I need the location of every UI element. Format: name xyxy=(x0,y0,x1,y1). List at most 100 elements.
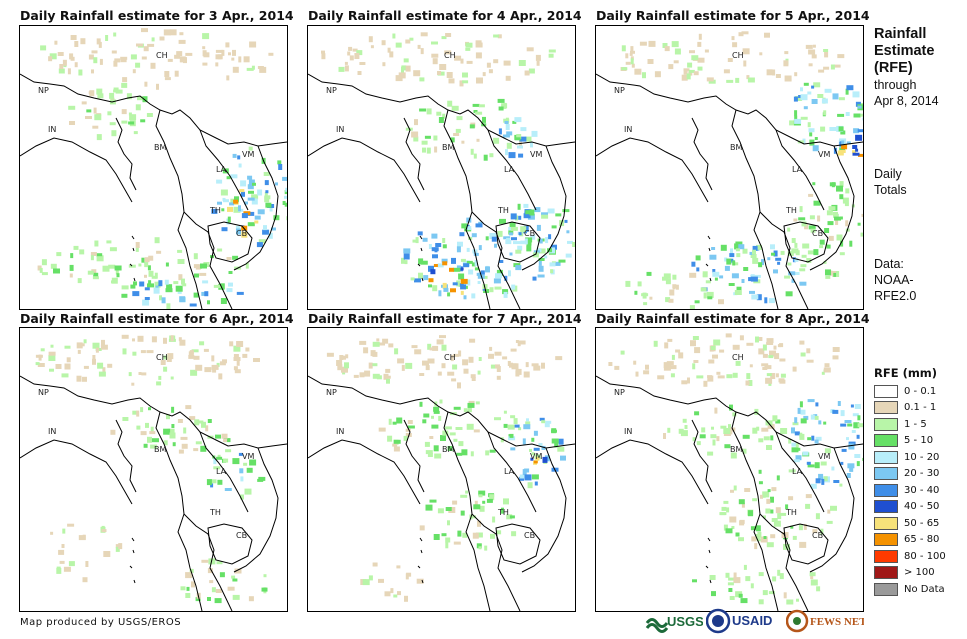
data-label: Data: xyxy=(874,257,904,271)
legend-swatch xyxy=(874,483,898,497)
legend-swatch xyxy=(874,401,898,415)
usgs-logo-graphic: USGS xyxy=(645,614,703,633)
country-label-in: IN xyxy=(336,125,344,134)
legend-label: > 100 xyxy=(904,567,935,579)
panel-title-3apr: Daily Rainfall estimate for 3 Apr., 2014 xyxy=(20,8,294,23)
country-label-np: NP xyxy=(38,388,49,397)
country-label-ch: CH xyxy=(156,353,168,362)
country-label-th: TH xyxy=(785,508,797,517)
rainfall-field xyxy=(37,28,287,309)
legend-label: 80 - 100 xyxy=(904,550,946,562)
legend-item: 0.1 - 1 xyxy=(874,400,964,417)
source-line1: NOAA- xyxy=(874,273,914,287)
rainfall-field xyxy=(321,32,575,300)
country-label-vm: VM xyxy=(242,150,254,159)
country-label-bm: BM xyxy=(154,143,166,152)
country-borders xyxy=(596,73,863,309)
country-label-cb: CB xyxy=(236,531,247,540)
legend-label: 0 - 0.1 xyxy=(904,385,937,397)
legend-swatch xyxy=(874,384,898,398)
country-label-ch: CH xyxy=(156,51,168,60)
title-line3: (RFE) xyxy=(874,60,913,76)
country-label-ch: CH xyxy=(732,51,744,60)
legend-swatch xyxy=(874,549,898,563)
country-label-la: LA xyxy=(504,467,515,476)
country-label-np: NP xyxy=(614,388,625,397)
country-label-bm: BM xyxy=(442,445,454,454)
legend-swatch xyxy=(874,417,898,431)
legend-swatch xyxy=(874,467,898,481)
country-label-in: IN xyxy=(624,427,632,436)
legend-item: 30 - 40 xyxy=(874,482,964,499)
legend-item: 80 - 100 xyxy=(874,548,964,565)
country-label-vm: VM xyxy=(530,452,542,461)
title-line1: Rainfall xyxy=(874,26,927,42)
country-label-ch: CH xyxy=(444,353,456,362)
totals-label: Totals xyxy=(874,183,907,197)
country-borders xyxy=(308,73,575,309)
panel-title-7apr: Daily Rainfall estimate for 7 Apr., 2014 xyxy=(308,311,582,326)
country-borders xyxy=(20,375,287,611)
rainfall-map-3apr: CH NP IN BM LA VM TH CB xyxy=(19,25,288,310)
legend-label: 30 - 40 xyxy=(904,484,940,496)
legend: RFE (mm) 0 - 0.1 0.1 - 1 1 - 5 5 - 10 10 - 2… xyxy=(874,366,964,598)
legend-swatch xyxy=(874,450,898,464)
through-date: Apr 8, 2014 xyxy=(874,94,939,108)
country-label-ch: CH xyxy=(732,353,744,362)
country-borders xyxy=(20,73,287,309)
rainfall-map-5apr: CH NP IN BM LA VM TH CB xyxy=(595,25,864,310)
legend-label: 5 - 10 xyxy=(904,435,934,447)
legend-item: 1 - 5 xyxy=(874,416,964,433)
legend-label: 10 - 20 xyxy=(904,451,940,463)
country-label-in: IN xyxy=(48,125,56,134)
country-label-np: NP xyxy=(38,86,49,95)
legend-label: 1 - 5 xyxy=(904,418,927,430)
legend-swatch xyxy=(874,500,898,514)
rainfall-map-4apr: CH NP IN BM LA VM TH CB xyxy=(307,25,576,310)
rainfall-map-7apr: CH NP IN BM LA VM TH CB xyxy=(307,327,576,612)
legend-item: 10 - 20 xyxy=(874,449,964,466)
country-label-ch: CH xyxy=(444,51,456,60)
country-label-cb: CB xyxy=(524,531,535,540)
usgs-logo: USGS xyxy=(645,606,703,636)
sidebar-daily: Daily Totals xyxy=(874,166,907,198)
sidebar-title: Rainfall Estimate (RFE) through Apr 8, 2… xyxy=(874,26,939,109)
usaid-logo-graphic: USAID xyxy=(706,608,772,634)
legend-label: No Data xyxy=(904,583,945,595)
legend-label: 65 - 80 xyxy=(904,534,940,546)
map-credit: Map produced by USGS/EROS xyxy=(20,617,182,628)
legend-swatch xyxy=(874,533,898,547)
legend-label: 0.1 - 1 xyxy=(904,402,937,414)
legend-item: 65 - 80 xyxy=(874,532,964,549)
country-label-vm: VM xyxy=(530,150,542,159)
legend-label: 40 - 50 xyxy=(904,501,940,513)
country-label-in: IN xyxy=(336,427,344,436)
title-line2: Estimate xyxy=(874,43,935,59)
fews-net-logo: FEWS NET xyxy=(786,606,864,636)
country-label-th: TH xyxy=(209,206,221,215)
country-label-np: NP xyxy=(614,86,625,95)
rainfall-field xyxy=(35,334,268,604)
legend-item: 50 - 65 xyxy=(874,515,964,532)
country-label-bm: BM xyxy=(154,445,166,454)
country-label-cb: CB xyxy=(812,229,823,238)
panel-title-6apr: Daily Rainfall estimate for 6 Apr., 2014 xyxy=(20,311,294,326)
sidebar-data-source: Data: NOAA- RFE2.0 xyxy=(874,256,916,304)
source-line2: RFE2.0 xyxy=(874,289,917,303)
legend-swatch xyxy=(874,434,898,448)
fews-net-logo-graphic: FEWS NET xyxy=(786,609,864,633)
legend-item: 5 - 10 xyxy=(874,433,964,450)
country-label-bm: BM xyxy=(730,445,742,454)
country-label-vm: VM xyxy=(818,150,830,159)
legend-swatch xyxy=(874,516,898,530)
legend-swatch xyxy=(874,582,898,596)
country-label-la: LA xyxy=(504,165,515,174)
legend-item: 20 - 30 xyxy=(874,466,964,483)
fews-net-logo-text: FEWS NET xyxy=(810,616,864,628)
country-label-cb: CB xyxy=(524,229,535,238)
country-label-vm: VM xyxy=(242,452,254,461)
usgs-logo-text: USGS xyxy=(667,614,703,629)
country-label-th: TH xyxy=(209,508,221,517)
country-label-la: LA xyxy=(216,165,227,174)
legend-item: > 100 xyxy=(874,565,964,582)
